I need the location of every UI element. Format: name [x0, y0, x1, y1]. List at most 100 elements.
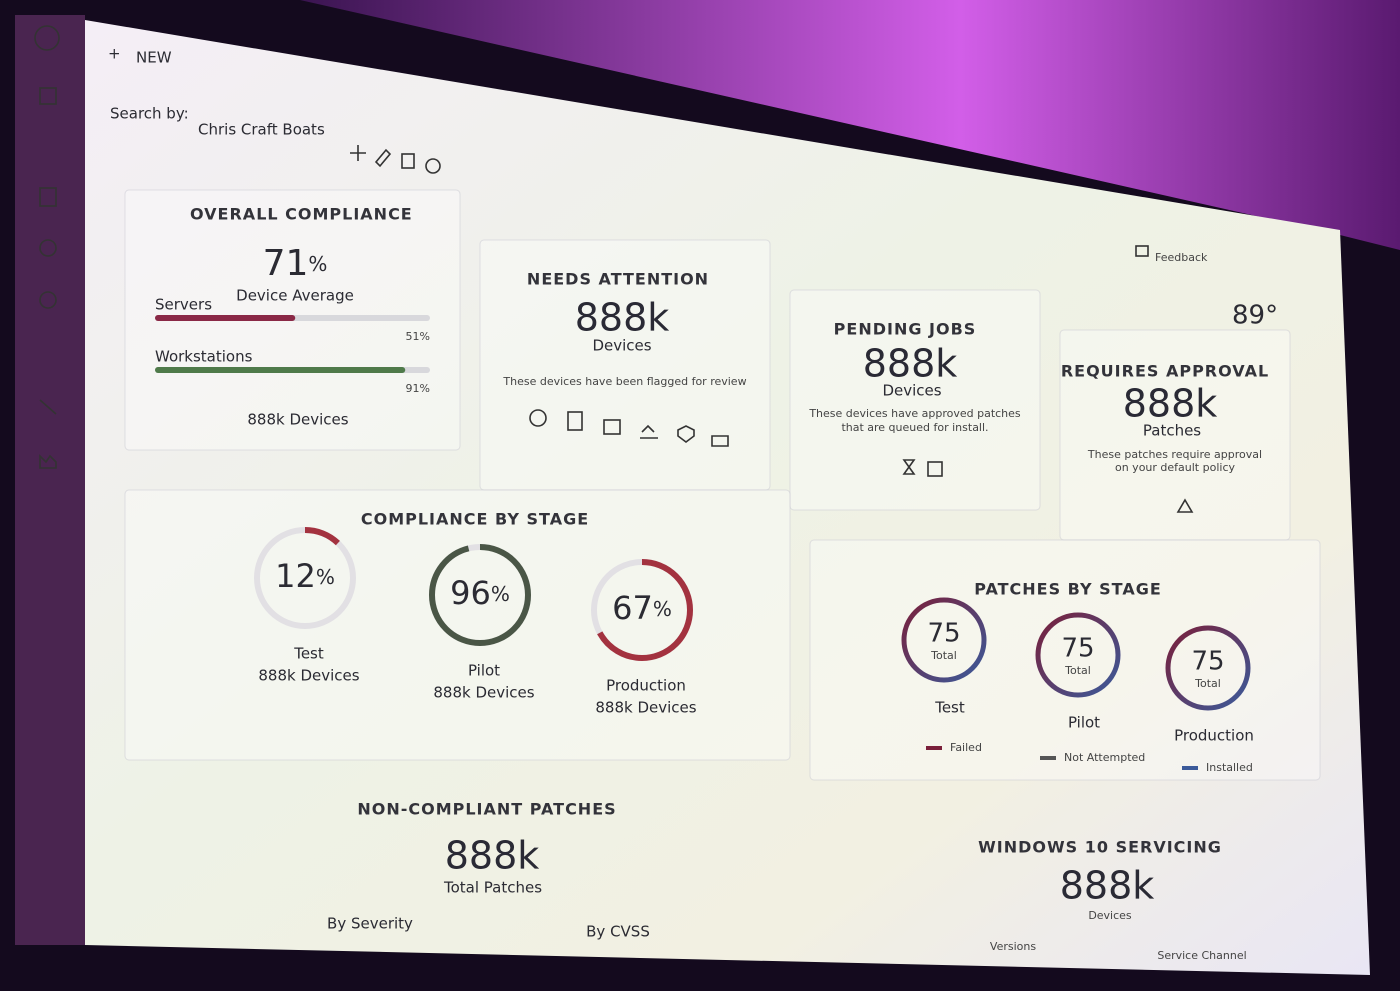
crown-icon[interactable] [39, 454, 57, 469]
bar [155, 367, 406, 373]
legend-label: Failed [950, 741, 982, 754]
bar-value: 51% [406, 330, 430, 343]
ring [429, 544, 531, 646]
ring-total: 75 [927, 619, 960, 649]
puzzle-icon[interactable] [711, 435, 729, 447]
value: 71 [263, 243, 309, 284]
delete-icon[interactable] [401, 153, 415, 169]
edit-icon[interactable] [374, 148, 392, 168]
legend: Failed Not Attempted Installed [926, 741, 1253, 774]
ring [1035, 612, 1121, 698]
big-value: 888k [1123, 382, 1218, 426]
stage-devices: 888k Devices [433, 684, 534, 702]
ring-total: 75 [1191, 647, 1224, 677]
search-value[interactable]: Chris Craft Boats [198, 121, 325, 139]
hourglass-icon[interactable] [902, 459, 916, 475]
big-value: 888k [863, 342, 958, 386]
ring-total-label: Total [1064, 664, 1091, 677]
buildings-icon[interactable] [39, 187, 57, 207]
section-label[interactable]: By Severity [327, 915, 413, 933]
sidebar [15, 15, 85, 945]
search-label: Search by: [110, 105, 189, 123]
gear-icon[interactable] [39, 239, 57, 257]
legend-swatch [1040, 756, 1056, 760]
label: Device Average [236, 287, 354, 305]
ring-value: 12% [275, 557, 335, 595]
legend-swatch [926, 746, 942, 750]
settings-icon[interactable] [425, 158, 441, 174]
temperature: 89° [1232, 301, 1278, 331]
legend-swatch [1182, 766, 1198, 770]
big-value: 888k [1060, 864, 1155, 908]
section-label[interactable]: Service Channel [1157, 949, 1246, 962]
warning-icon[interactable] [1176, 498, 1194, 513]
card-title: OVERALL COMPLIANCE [190, 205, 413, 224]
trend-icon[interactable] [640, 424, 658, 439]
stage-name: Test [293, 645, 324, 663]
shield-icon[interactable] [677, 425, 695, 443]
bar [155, 315, 296, 321]
bar-value: 91% [406, 382, 430, 395]
ring-total-label: Total [930, 649, 957, 662]
progress-bars: Servers 51% Workstations 91% [155, 296, 430, 395]
card-title: NEEDS ATTENTION [527, 270, 709, 289]
label: Patches [1143, 422, 1201, 440]
status-icons [529, 409, 729, 447]
description: These patches require approval [1087, 448, 1262, 461]
legend-label: Not Attempted [1064, 751, 1145, 764]
big-value: 888k [575, 296, 670, 340]
section-label[interactable]: Versions [990, 940, 1036, 953]
ring [1165, 625, 1251, 711]
label: Total Patches [443, 879, 542, 897]
bar-label: Workstations [155, 348, 253, 366]
feedback-link[interactable]: Feedback [1155, 251, 1208, 264]
sidebar-icons [34, 25, 60, 469]
user-icon[interactable] [39, 291, 57, 309]
card-title: WINDOWS 10 SERVICING [978, 838, 1222, 857]
apps-icon[interactable] [39, 87, 57, 105]
card-title: COMPLIANCE BY STAGE [361, 510, 589, 529]
stage-rings: 12% Test 888k Devices 96% Pilot 888k Devices 6… [254, 527, 697, 717]
calendar-icon[interactable] [603, 419, 621, 435]
stage-devices: 888k Devices [258, 667, 359, 685]
big-value: 888k [445, 834, 540, 878]
feedback-icon [1135, 245, 1149, 257]
unit: % [491, 582, 510, 606]
ring-total-label: Total [1194, 677, 1221, 690]
legend-label: Installed [1206, 761, 1253, 774]
ring-total: 75 [1061, 634, 1094, 664]
report-icon[interactable] [567, 411, 583, 431]
big-value: 71% [263, 243, 328, 284]
footer: 888k Devices [247, 411, 348, 429]
purple-glow [300, 0, 1400, 250]
value: 12 [275, 557, 316, 595]
stage-name: Production [606, 677, 686, 695]
value: 96 [450, 574, 491, 612]
description: These devices have been flagged for revi… [502, 375, 746, 388]
plug-icon[interactable] [39, 399, 57, 415]
stage-name: Pilot [468, 662, 500, 680]
job-icons [902, 459, 943, 477]
unit: % [316, 565, 335, 589]
label: Devices [592, 337, 651, 355]
new-button[interactable]: NEW [136, 49, 172, 67]
search-actions [350, 145, 441, 174]
settings-icon[interactable] [34, 25, 60, 51]
puzzle-icon[interactable] [927, 461, 943, 477]
stage-name: Pilot [1068, 714, 1100, 732]
card [789, 289, 1041, 511]
plus: + [108, 45, 121, 63]
section-label[interactable]: By CVSS [586, 923, 650, 941]
ring-value: 67% [612, 589, 672, 627]
power-icon[interactable] [529, 409, 547, 427]
description: on your default policy [1115, 461, 1236, 474]
stage-devices: 888k Devices [595, 699, 696, 717]
unit: % [308, 252, 327, 276]
ring [901, 597, 987, 683]
unit: % [653, 597, 672, 621]
add-icon[interactable] [350, 145, 366, 161]
stage-name: Production [1174, 727, 1254, 745]
value: 67 [612, 589, 653, 627]
